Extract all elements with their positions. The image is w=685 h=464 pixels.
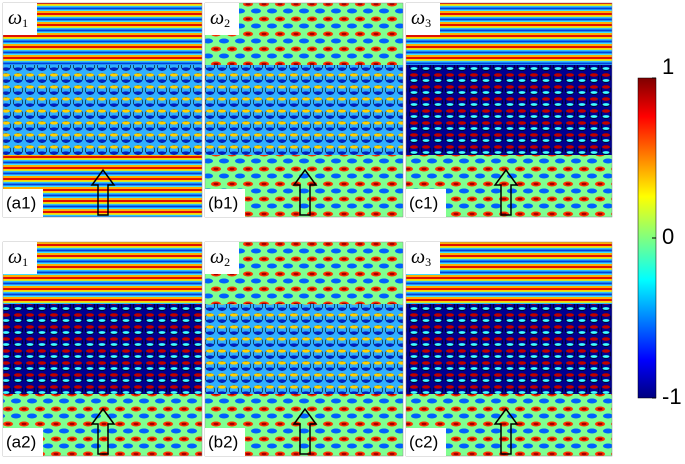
frequency-subscript: 3 [425, 255, 431, 269]
label-box [205, 189, 245, 217]
field-crystal [406, 65, 612, 155]
panel: (a1) ω1 [2, 2, 203, 218]
panel: (c1) ω3 [405, 2, 613, 218]
panel-label: (a2) [6, 432, 36, 451]
frequency-label: ω1 [8, 246, 28, 269]
arrow [90, 407, 116, 455]
frequency-subscript: 3 [425, 16, 431, 30]
panel-border [405, 241, 613, 457]
label-box [205, 428, 245, 456]
omega-box [406, 3, 440, 35]
field-top [406, 3, 612, 65]
panel-border [204, 241, 404, 457]
omega-box [3, 242, 37, 274]
colorbar-tick-label: 1 [662, 54, 674, 79]
frequency-symbol: ω [411, 246, 425, 268]
panel-border [2, 241, 203, 457]
arrow [493, 168, 519, 216]
panel-border [2, 2, 203, 218]
label-box [406, 428, 446, 456]
frequency-label: ω2 [210, 246, 230, 269]
frequency-label: ω3 [411, 7, 431, 30]
field-crystal [205, 304, 403, 394]
omega-box [205, 3, 239, 35]
omega-box [406, 242, 440, 274]
omega-box [205, 242, 239, 274]
colorbar-tick-label: 0 [662, 224, 674, 249]
arrow [292, 168, 318, 216]
panel-border [204, 2, 404, 218]
frequency-label: ω1 [8, 7, 28, 30]
panel-label: (c1) [409, 193, 438, 212]
frequency-label: ω2 [210, 7, 230, 30]
arrow [90, 168, 116, 216]
label-box [3, 189, 43, 217]
field-crystal [406, 304, 612, 394]
frequency-symbol: ω [411, 7, 425, 29]
panel: (c2) ω3 [405, 241, 613, 457]
colorbar-tick-label: -1 [662, 384, 682, 409]
frequency-symbol: ω [8, 7, 22, 29]
panel: (b1) ω2 [204, 2, 404, 218]
frequency-subscript: 1 [22, 255, 28, 269]
label-box [406, 189, 446, 217]
panel-label: (b1) [208, 193, 238, 212]
field-crystal [3, 65, 202, 155]
frequency-symbol: ω [210, 7, 224, 29]
frequency-subscript: 2 [224, 255, 230, 269]
field-crystal [205, 65, 403, 155]
arrow [292, 407, 318, 455]
panels: (a1)ω1(b1)ω2(c1)ω3(a2)ω1(b2)ω2(c2)ω3 [2, 2, 613, 457]
panel-label: (a1) [6, 193, 36, 212]
panel: (a2) ω1 [2, 241, 203, 457]
panel-border [405, 2, 613, 218]
frequency-subscript: 1 [22, 16, 28, 30]
panel-label: (c2) [409, 432, 438, 451]
arrow [493, 407, 519, 455]
field-top [406, 242, 612, 304]
field-crystal [3, 304, 202, 394]
frequency-symbol: ω [210, 246, 224, 268]
frequency-subscript: 2 [224, 16, 230, 30]
panel-label: (b2) [208, 432, 238, 451]
omega-box [3, 3, 37, 35]
frequency-label: ω3 [411, 246, 431, 269]
label-box [3, 428, 43, 456]
panel: (b2) ω2 [204, 241, 404, 457]
frequency-symbol: ω [8, 246, 22, 268]
